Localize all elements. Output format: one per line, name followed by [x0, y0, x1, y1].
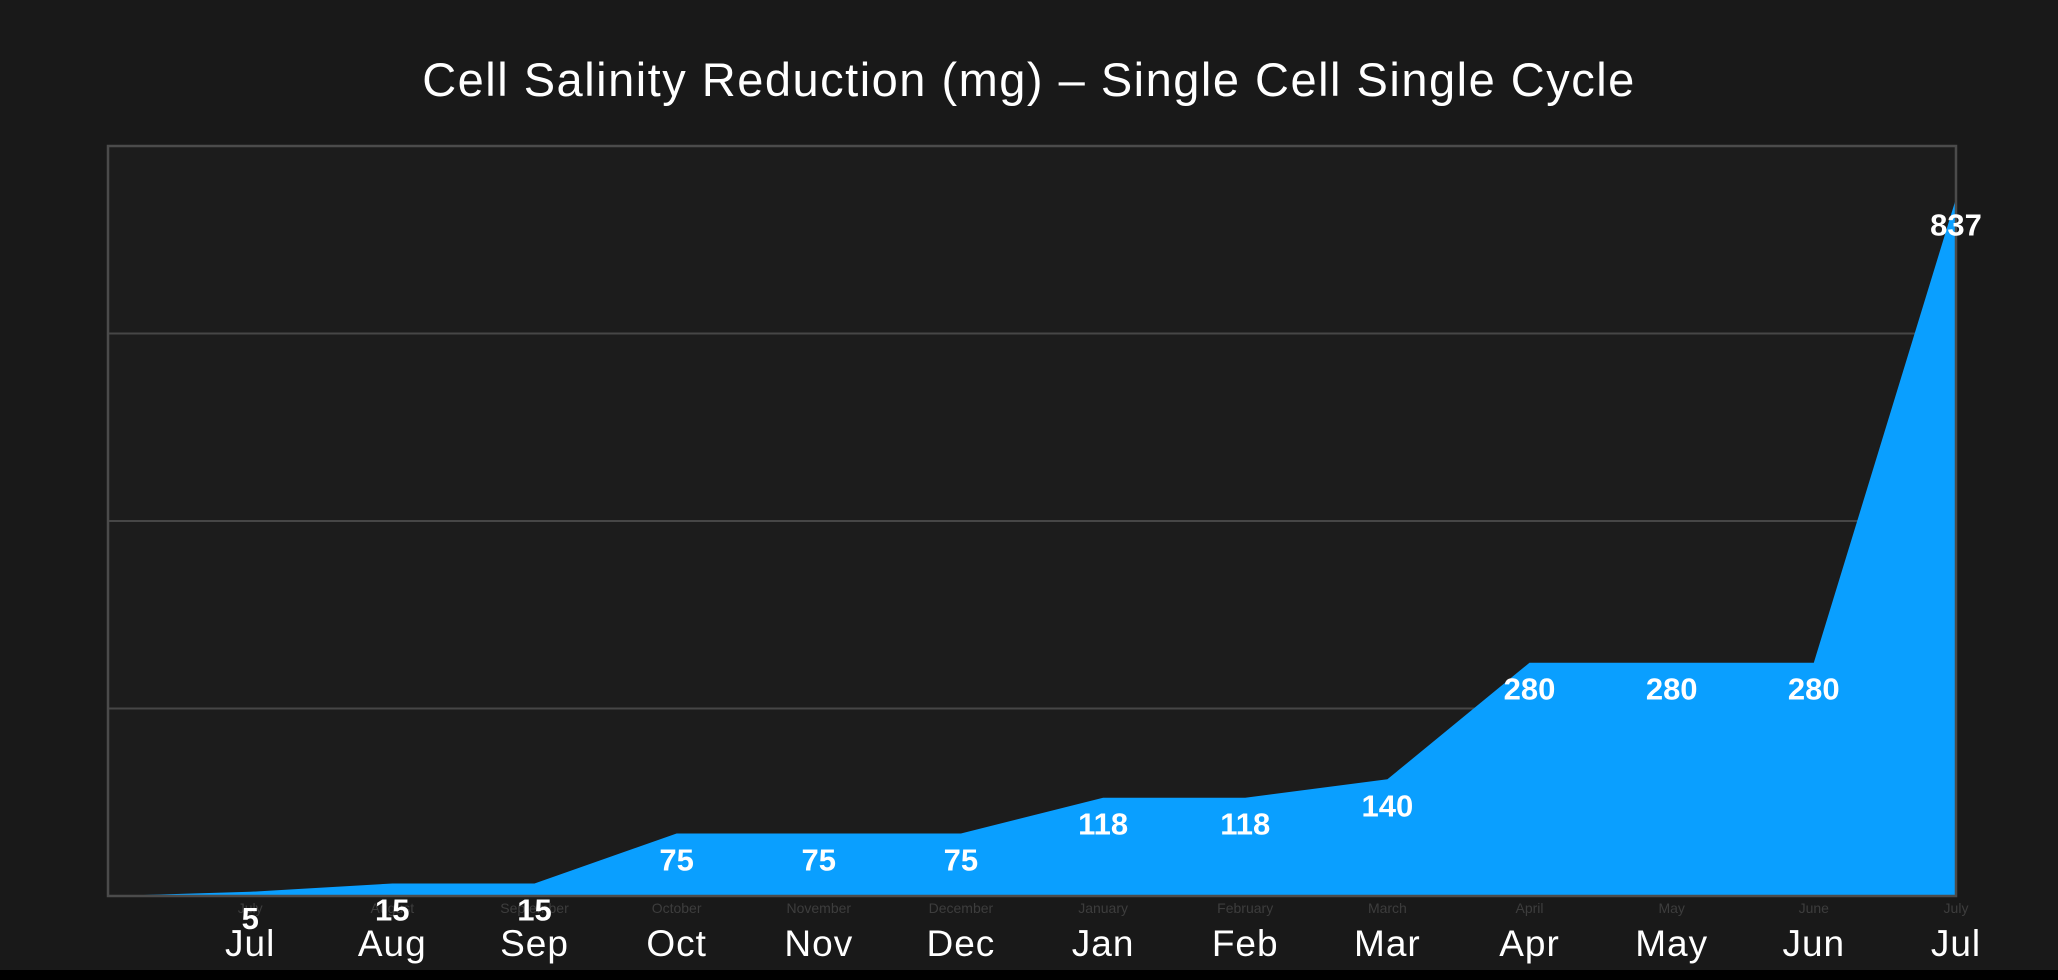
value-label: 15 — [517, 893, 551, 928]
x-axis-month-label: Dec — [926, 923, 995, 964]
x-axis-month-label: Oct — [646, 923, 707, 964]
x-axis-month-label: Mar — [1354, 923, 1421, 964]
x-axis-tiny-label: August — [371, 900, 415, 916]
x-axis-month-label: Aug — [358, 923, 427, 964]
x-axis-month-label: Feb — [1212, 923, 1279, 964]
x-axis-month-label: Jun — [1782, 923, 1845, 964]
value-label: 5 — [242, 901, 259, 936]
value-label: 280 — [1646, 672, 1698, 707]
x-axis-month-label: Jul — [1931, 923, 1981, 964]
value-label: 280 — [1504, 672, 1556, 707]
value-label: 118 — [1220, 807, 1270, 842]
x-axis-tiny-label: January — [1078, 900, 1128, 916]
x-axis-month-label: Jul — [225, 923, 275, 964]
x-axis-month-label: May — [1635, 923, 1708, 964]
value-label: 280 — [1788, 672, 1840, 707]
x-axis-tiny-label: December — [929, 900, 994, 916]
x-axis-tiny-label: February — [1217, 900, 1273, 916]
x-axis-tiny-label: June — [1799, 900, 1830, 916]
x-axis-tiny-label: March — [1368, 900, 1407, 916]
bottom-black-bar — [0, 970, 2058, 980]
value-label: 837 — [1930, 208, 1982, 243]
x-axis-month-label: Jan — [1072, 923, 1135, 964]
value-label: 75 — [659, 843, 693, 878]
x-axis-tiny-label: November — [787, 900, 852, 916]
x-axis-month-label: Apr — [1499, 923, 1560, 964]
value-label: 75 — [802, 843, 836, 878]
x-axis-tiny-label: July — [238, 900, 263, 916]
value-label: 15 — [375, 893, 409, 928]
area-series — [108, 198, 1956, 896]
value-label: 118 — [1078, 807, 1128, 842]
x-axis-tiny-label: May — [1658, 900, 1684, 916]
x-axis-month-label: Nov — [784, 923, 853, 964]
value-label: 140 — [1362, 788, 1414, 823]
x-axis-month-label: Sep — [500, 923, 569, 964]
x-axis-tiny-label: September — [500, 900, 569, 916]
plot-border — [106, 144, 1958, 898]
x-axis-tiny-label: October — [652, 900, 702, 916]
x-axis-tiny-label: July — [1944, 900, 1969, 916]
x-axis-tiny-label: April — [1515, 900, 1543, 916]
chart-title: Cell Salinity Reduction (mg) – Single Ce… — [422, 53, 1636, 106]
value-label: 75 — [944, 843, 978, 878]
